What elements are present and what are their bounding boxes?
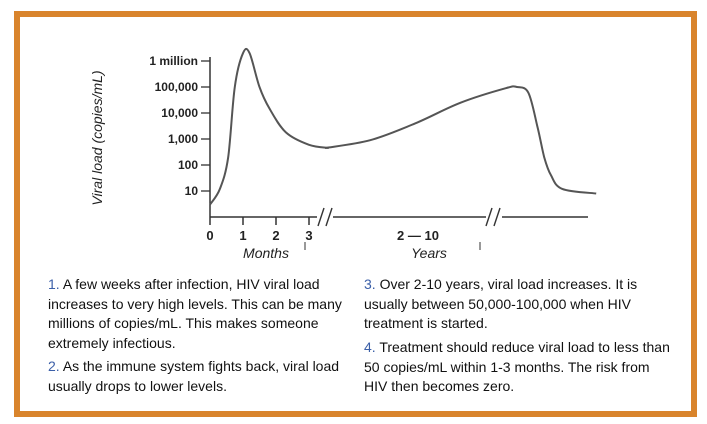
caption-4: 4. Treatment should reduce viral load to…: [364, 338, 674, 397]
y-tick-label: 100: [178, 158, 198, 172]
axis-break-mark: [485, 207, 493, 227]
x-tick-label: 0: [206, 228, 213, 243]
curves: [209, 47, 597, 206]
chart-frame: Viral load (copies/mL) 10 100 1,000 10,000 1…: [14, 11, 697, 417]
axis-break-mark: [317, 207, 325, 227]
x-label-years-range: 2 — 10: [397, 228, 439, 243]
axis-break-mark: [325, 207, 333, 227]
caption-number: 4.: [364, 339, 376, 355]
x-ticks: 0 1 2 3: [206, 217, 313, 243]
caption-number: 2.: [48, 358, 60, 374]
caption-3: 3. Over 2-10 years, viral load increases…: [364, 275, 674, 334]
y-tick-label: 100,000: [155, 80, 199, 94]
x-tick-label: 1: [239, 228, 246, 243]
axis-break-mark: [493, 207, 501, 227]
x-label-months: Months: [243, 245, 289, 261]
y-ticks: 10 100 1,000 10,000 100,000 1 million: [149, 54, 210, 198]
y-tick-label: 1,000: [168, 132, 198, 146]
y-tick-label: 10,000: [161, 106, 198, 120]
caption-text: Over 2-10 years, viral load increases. I…: [364, 276, 638, 331]
x-tick-label: 3: [305, 228, 312, 243]
caption-1: 1. A few weeks after infection, HIV vira…: [48, 275, 348, 353]
caption-text: A few weeks after infection, HIV viral l…: [48, 276, 342, 351]
caption-number: 3.: [364, 276, 376, 292]
y-axis-label: Viral load (copies/mL): [89, 70, 105, 205]
viral-load-curve-months: [209, 47, 329, 206]
y-tick-label: 10: [185, 184, 199, 198]
y-tick-label: 1 million: [149, 54, 198, 68]
x-tick-label: 2: [272, 228, 279, 243]
caption-text: As the immune system fights back, viral …: [48, 358, 340, 394]
caption-text: Treatment should reduce viral load to le…: [364, 339, 670, 394]
caption-number: 1.: [48, 276, 60, 292]
x-label-years: Years: [411, 245, 447, 261]
axes: [209, 57, 588, 250]
caption-2: 2. As the immune system fights back, vir…: [48, 357, 348, 396]
viral-load-curve-years: [324, 85, 597, 195]
viral-load-chart: Viral load (copies/mL) 101001,00010,0001…: [89, 47, 597, 261]
